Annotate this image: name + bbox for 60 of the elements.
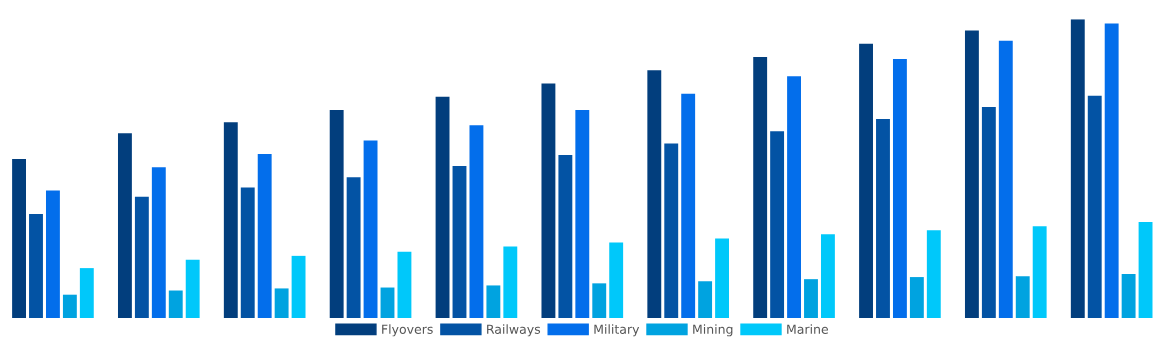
- legend-label: Mining: [693, 324, 733, 337]
- bar: [876, 119, 890, 318]
- bar: [486, 285, 501, 318]
- bar: [380, 287, 395, 318]
- bar: [274, 288, 289, 318]
- bar: [469, 125, 484, 318]
- bar: [257, 153, 272, 318]
- bar: [363, 140, 378, 318]
- bar: [1121, 274, 1136, 318]
- bar: [647, 70, 662, 318]
- bar: [964, 30, 979, 318]
- bar: [291, 255, 306, 318]
- bar: [1015, 276, 1030, 318]
- bar: [397, 251, 412, 318]
- bar: [1138, 222, 1153, 318]
- bar: [926, 230, 941, 318]
- bar: [1070, 19, 1085, 318]
- bar: [664, 143, 679, 318]
- bar: [770, 131, 785, 318]
- bar: [168, 290, 183, 318]
- legend-label: Military: [594, 324, 640, 337]
- bar: [981, 107, 996, 318]
- bar: [329, 110, 344, 318]
- bar: [45, 190, 60, 318]
- bar: [1032, 226, 1047, 318]
- bar: [609, 242, 624, 318]
- bar: [240, 187, 255, 318]
- bar: [346, 177, 361, 318]
- legend-label: Railways: [487, 324, 541, 337]
- bar: [753, 56, 768, 318]
- bar: [117, 133, 132, 318]
- bar: [185, 259, 200, 318]
- bar: [558, 154, 573, 318]
- bar: [820, 234, 835, 318]
- bar: [435, 96, 450, 318]
- bar: [1104, 23, 1119, 318]
- bar: [503, 246, 518, 318]
- bar: [12, 159, 26, 318]
- bar: [62, 294, 77, 318]
- bar: [541, 83, 556, 318]
- bar: [859, 43, 873, 318]
- bar: [998, 40, 1013, 318]
- bar: [787, 76, 801, 318]
- bar: [575, 110, 590, 318]
- bar: [592, 283, 607, 318]
- bar: [29, 214, 43, 318]
- bar: [223, 122, 238, 318]
- bar: [452, 165, 467, 318]
- bar: [151, 167, 166, 318]
- bar: [892, 58, 907, 318]
- bar: [698, 281, 713, 318]
- bar: [79, 268, 94, 318]
- bar: [804, 279, 818, 318]
- bar: [909, 277, 924, 318]
- bar: [1087, 95, 1102, 318]
- bar: [681, 93, 696, 318]
- legend-label: Marine: [787, 324, 828, 334]
- legend-label: Flyovers: [382, 324, 433, 337]
- bar: [134, 196, 149, 318]
- bar: [715, 238, 729, 318]
